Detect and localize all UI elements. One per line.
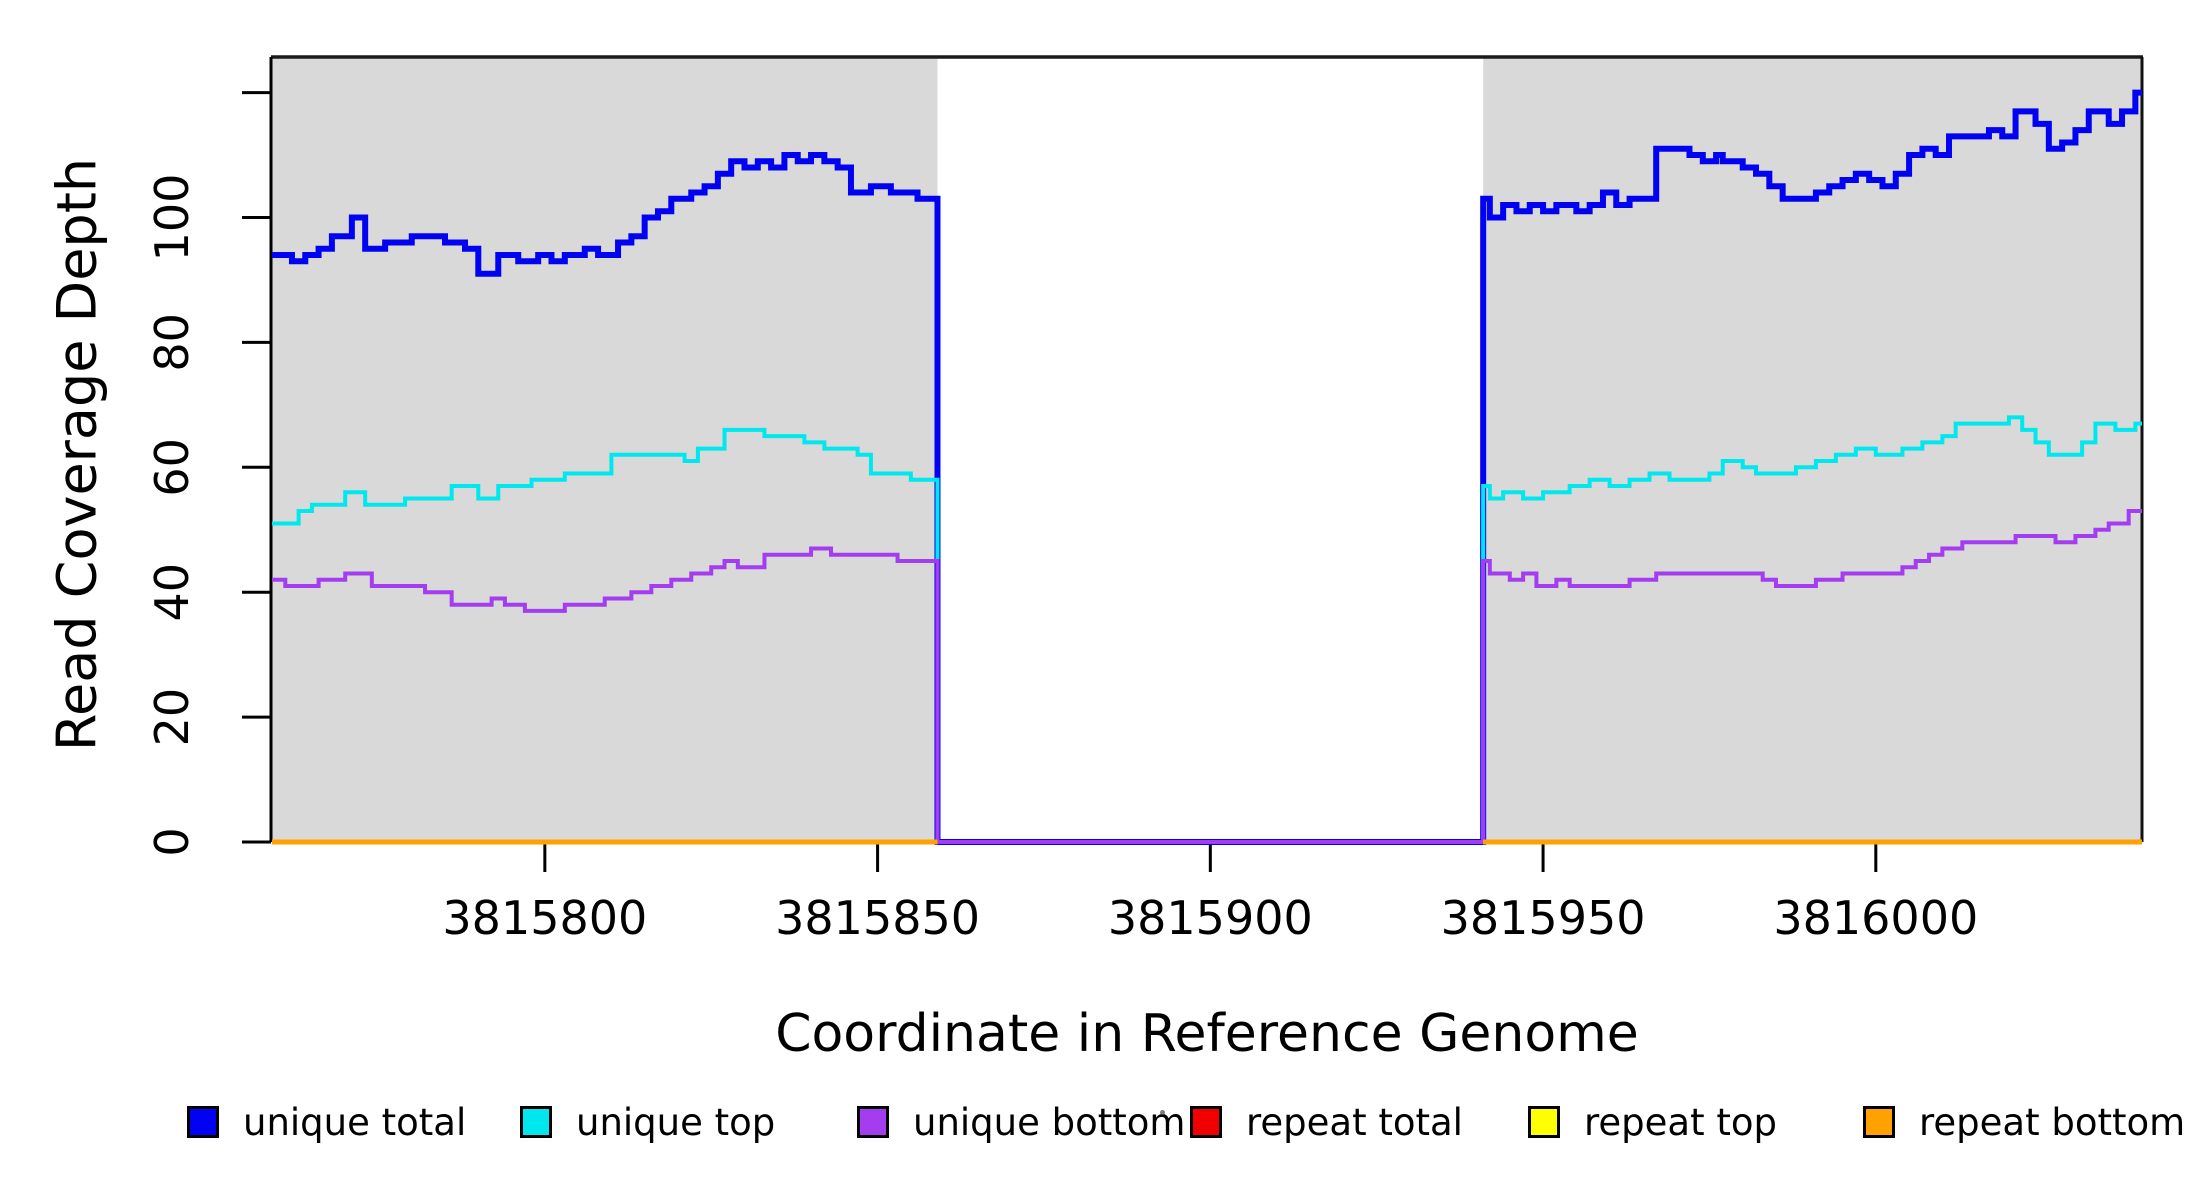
legend-swatch-repeat-top (1528, 1106, 1560, 1138)
legend-swatch-repeat-bottom (1863, 1106, 1895, 1138)
x-axis-title: Coordinate in Reference Genome (775, 1004, 1639, 1064)
x-tick-label: 3815800 (442, 891, 647, 945)
x-tick-label: 3815850 (775, 891, 980, 945)
y-tick-label: 40 (145, 563, 199, 622)
legend-label: repeat top (1584, 1100, 1777, 1144)
legend-label: unique top (576, 1100, 776, 1144)
legend-item-unique-total: unique total (187, 1100, 466, 1144)
legend-item-unique-bottom: unique bottom (857, 1100, 1185, 1144)
x-tick-label: 3816000 (1773, 891, 1978, 945)
legend-label: unique bottom (913, 1100, 1186, 1144)
legend-swatch-unique-bottom (857, 1106, 889, 1138)
y-axis-title: Read Coverage Depth (45, 157, 109, 752)
y-tick-label: 80 (145, 313, 199, 372)
series-unique-total (272, 89, 2142, 845)
series-unique-bottom (272, 509, 2142, 844)
x-tick-label: 3815900 (1108, 891, 1313, 945)
x-tick-label: 3815950 (1441, 891, 1646, 945)
legend-label: repeat total (1246, 1100, 1463, 1144)
legend-item-repeat-bottom: repeat bottom (1863, 1100, 2185, 1144)
legend-label: unique total (243, 1100, 467, 1144)
y-tick-label: 0 (145, 827, 199, 856)
stray-dot-artifact (1160, 1110, 1165, 1115)
legend: unique total unique top unique bottom repea… (0, 1100, 2200, 1170)
legend-item-repeat-top: repeat top (1528, 1100, 1777, 1144)
x-axis-ticks: 3815800 3815850 3815900 3815950 3816000 (442, 842, 1978, 945)
legend-swatch-repeat-total (1190, 1106, 1222, 1138)
aligned-region (1483, 57, 2142, 842)
y-tick-label: 60 (145, 438, 199, 497)
legend-label: repeat bottom (1919, 1100, 2186, 1144)
y-tick-label: 100 (145, 174, 199, 262)
legend-swatch-unique-total (187, 1106, 219, 1138)
y-tick-label: 20 (145, 688, 199, 747)
legend-swatch-unique-top (520, 1106, 552, 1138)
legend-item-unique-top: unique top (520, 1100, 775, 1144)
legend-item-repeat-total: repeat total (1190, 1100, 1463, 1144)
series-unique-top (272, 415, 2142, 844)
y-axis-ticks: 0 20 40 60 80 100 (145, 91, 271, 857)
